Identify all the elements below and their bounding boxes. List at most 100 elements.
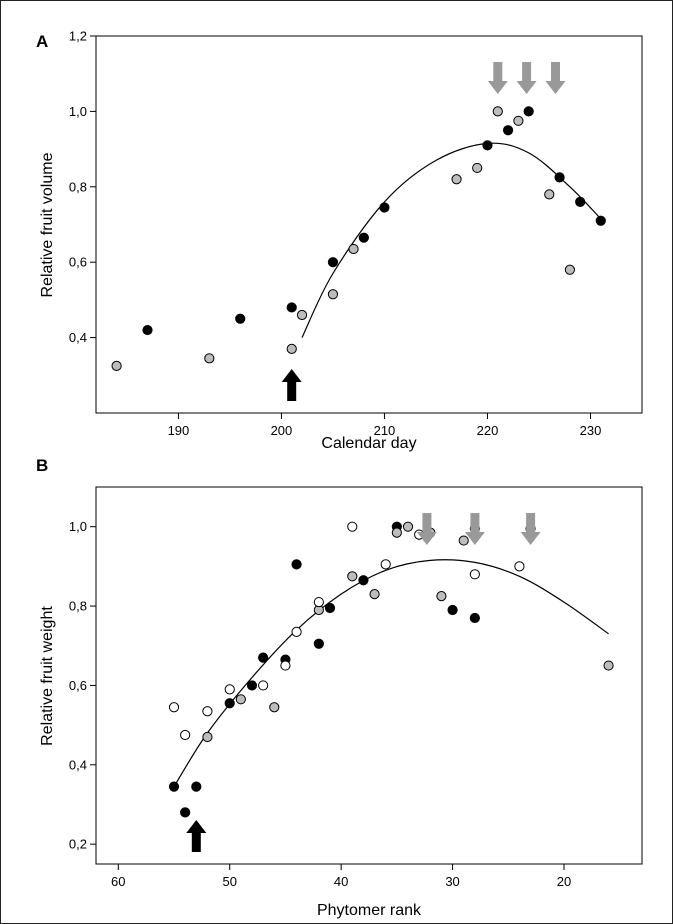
panel-a-y-axis-title: Relative fruit volume	[39, 152, 56, 297]
data-point-grey	[492, 106, 503, 117]
x-tick-label: 50	[222, 874, 236, 889]
panel-b: B 0,2 0,4 0,6 0,8 1,0 60 50 40 30 20 Phytomer ra…	[36, 456, 643, 919]
fit-curve-line	[173, 559, 609, 787]
grey-arrow-down	[545, 62, 566, 94]
data-point-grey	[348, 243, 359, 255]
data-point-grey	[402, 521, 414, 532]
data-point-grey	[369, 589, 380, 600]
data-point-open	[224, 684, 235, 695]
x-tick-label: 200	[271, 423, 293, 438]
panel-b-y-axis-title: Relative fruit weight	[39, 606, 56, 746]
data-point-grey	[269, 702, 280, 713]
data-point-grey	[296, 309, 308, 321]
y-tick-label: 0,8	[69, 599, 87, 614]
x-tick-label: 220	[477, 423, 499, 438]
data-point-black	[168, 781, 180, 792]
data-point-black	[327, 257, 339, 268]
data-point-black	[358, 575, 369, 586]
panel-b-y-axis: 0,2 0,4 0,6 0,8 1,0	[69, 519, 96, 852]
data-point-black	[379, 202, 390, 213]
data-point-open	[168, 702, 180, 713]
x-tick-label: 40	[334, 874, 348, 889]
x-tick-label: 230	[580, 423, 602, 438]
data-point-black	[224, 698, 235, 709]
data-point-grey	[436, 591, 447, 602]
y-tick-label: 0,4	[69, 330, 87, 345]
panel-b-arrows	[186, 513, 541, 852]
black-arrow-up	[186, 820, 207, 852]
panel-a-fit-curve	[301, 142, 602, 338]
data-point-black	[595, 215, 606, 226]
data-point-grey	[472, 162, 483, 174]
grey-arrow-down	[416, 513, 437, 545]
data-point-black	[358, 232, 369, 243]
data-point-black	[286, 302, 297, 313]
x-tick-label: 30	[445, 874, 459, 889]
data-point-black	[235, 313, 246, 324]
data-point-open	[514, 561, 525, 572]
x-tick-label: 60	[111, 874, 125, 889]
panel-b-x-axis: 60 50 40 30 20	[111, 864, 571, 889]
data-point-open	[180, 729, 191, 741]
data-point-grey	[347, 571, 358, 582]
data-point-grey	[458, 535, 469, 546]
panel-b-fit-curve	[173, 559, 609, 787]
data-point-open	[313, 596, 324, 608]
data-point-black	[142, 324, 153, 336]
data-point-black	[291, 559, 302, 570]
y-tick-label: 0,6	[69, 255, 87, 270]
y-tick-label: 0,4	[69, 757, 87, 772]
panel-a: A 0,4 0,6 0,8 1,0 1,2 190 200 210 220 230 Calend…	[36, 29, 643, 452]
y-tick-label: 1,2	[69, 29, 87, 44]
panel-a-data-points	[111, 106, 606, 371]
y-tick-label: 1,0	[69, 519, 87, 534]
y-tick-label: 1,0	[69, 104, 87, 119]
data-point-open	[380, 559, 391, 570]
y-tick-label: 0,6	[69, 678, 87, 693]
data-point-open	[347, 521, 358, 532]
data-point-grey	[451, 174, 462, 185]
panel-a-x-axis: 190 200 210 220 230	[168, 413, 602, 438]
data-point-open	[291, 626, 302, 637]
data-point-black	[575, 196, 586, 207]
data-point-black	[482, 140, 493, 151]
panel-b-x-axis-title: Phytomer rank	[317, 902, 422, 919]
data-point-grey	[513, 115, 524, 126]
data-point-black	[554, 172, 565, 183]
panel-a-y-axis: 0,4 0,6 0,8 1,0 1,2	[69, 29, 96, 345]
x-tick-label: 190	[168, 423, 190, 438]
y-tick-label: 0,2	[69, 837, 87, 852]
x-tick-label: 210	[374, 423, 396, 438]
data-point-open	[469, 569, 480, 580]
data-point-grey	[235, 694, 246, 705]
data-point-grey	[544, 189, 555, 200]
data-point-black	[469, 612, 480, 624]
data-point-black	[447, 604, 458, 616]
data-point-grey	[391, 527, 402, 538]
panel-a-arrows	[281, 62, 566, 401]
data-point-black	[502, 125, 514, 136]
data-point-grey	[603, 660, 614, 671]
data-point-black	[191, 781, 202, 792]
data-point-grey	[202, 731, 213, 743]
data-point-open	[258, 680, 269, 691]
data-point-black	[258, 652, 269, 663]
data-point-grey	[564, 264, 575, 275]
data-point-black	[246, 680, 258, 691]
data-point-grey	[286, 343, 297, 355]
data-point-black	[523, 106, 534, 117]
grey-arrow-down	[520, 513, 541, 545]
data-point-black	[324, 602, 336, 614]
panel-a-label: A	[36, 32, 48, 51]
x-tick-label: 20	[557, 874, 571, 889]
fit-curve-line	[301, 142, 602, 338]
data-point-grey	[327, 289, 339, 300]
y-tick-label: 0,8	[69, 179, 87, 194]
data-point-grey	[111, 360, 122, 371]
black-arrow-up	[281, 369, 302, 401]
data-point-open	[280, 660, 291, 671]
data-point-open	[202, 706, 213, 717]
panel-a-plot-frame	[95, 35, 643, 414]
